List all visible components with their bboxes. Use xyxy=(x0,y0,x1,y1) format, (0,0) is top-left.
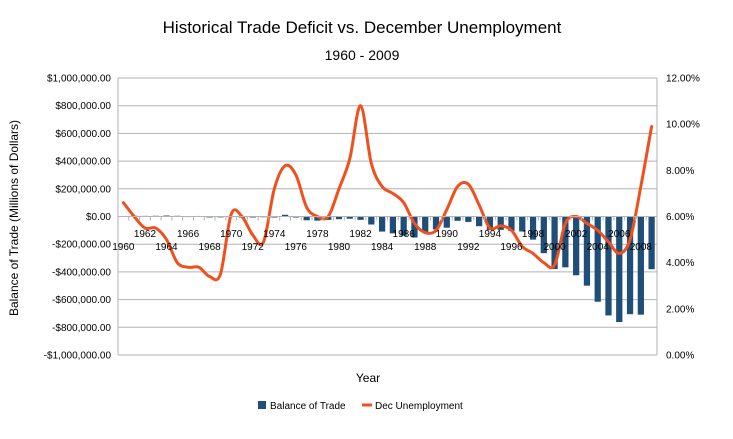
chart-title: Historical Trade Deficit vs. December Un… xyxy=(163,18,562,37)
x-axis-ticks: 1960 1962 1964 1966 1968 1970 1972 1974 1976 1978… xyxy=(112,229,652,253)
bar xyxy=(368,216,375,225)
y-tick-label: $800,000.00 xyxy=(55,101,111,112)
bar xyxy=(605,216,612,316)
y-tick-label: -$600,000.00 xyxy=(52,295,111,306)
bar xyxy=(529,216,537,240)
x-tick-label: 2004 xyxy=(587,242,610,253)
bar xyxy=(303,216,310,221)
line-series-dec-unemployment xyxy=(121,104,654,282)
x-tick-label: 1986 xyxy=(393,229,416,240)
bar xyxy=(562,216,569,268)
x-tick-label: 1992 xyxy=(457,242,480,253)
x-tick-label: 2002 xyxy=(565,229,588,240)
y-tick-label: $600,000.00 xyxy=(55,129,111,140)
y-axis-left-ticks: $1,000,000.00 $800,000.00 $600,000.00 $400,… xyxy=(44,74,112,362)
x-tick-label: 1984 xyxy=(371,242,394,253)
bar xyxy=(465,216,472,222)
y-tick-label: -$800,000.00 xyxy=(52,323,111,334)
bar xyxy=(422,216,429,233)
axes xyxy=(117,78,658,355)
y-tick-label: $200,000.00 xyxy=(55,184,111,195)
bar xyxy=(443,216,450,228)
bar xyxy=(626,216,634,315)
x-tick-label: 1994 xyxy=(479,229,502,240)
bar xyxy=(476,216,483,227)
y2-tick-label: 0.00% xyxy=(666,351,694,362)
x-tick-label: 1998 xyxy=(522,229,545,240)
bar xyxy=(497,216,504,230)
bar xyxy=(281,214,289,217)
x-tick-label: 1968 xyxy=(199,242,222,253)
x-tick-label: 1996 xyxy=(500,242,523,253)
bar xyxy=(594,216,601,302)
x-tick-label: 1990 xyxy=(436,229,459,240)
legend-label-dec-unemployment: Dec Unemployment xyxy=(375,401,463,412)
bar xyxy=(357,216,364,220)
x-tick-label: 2000 xyxy=(543,242,566,253)
y-tick-label: $0.00 xyxy=(86,212,111,223)
bar xyxy=(551,216,558,270)
bar xyxy=(508,216,515,231)
y-tick-label: -$200,000.00 xyxy=(52,240,111,251)
bar xyxy=(648,216,655,270)
y-tick-label: $1,000,000.00 xyxy=(47,74,111,85)
x-tick-label: 1980 xyxy=(328,242,351,253)
y-tick-label: $400,000.00 xyxy=(55,157,111,168)
y2-tick-label: 8.00% xyxy=(666,166,694,177)
x-tick-label: 1978 xyxy=(306,229,329,240)
x-tick-label: 2008 xyxy=(630,242,653,253)
bar xyxy=(378,216,386,232)
y-tick-label: -$1,000,000.00 xyxy=(44,351,112,362)
bar xyxy=(583,216,591,286)
bar xyxy=(400,216,407,236)
x-tick-label: 1976 xyxy=(285,242,308,253)
bar xyxy=(616,216,623,323)
bar xyxy=(411,216,418,238)
x-tick-label: 1966 xyxy=(177,229,200,240)
bar xyxy=(637,216,644,315)
bar xyxy=(454,216,461,221)
bar xyxy=(486,216,494,231)
bar xyxy=(389,216,397,234)
y2-tick-label: 6.00% xyxy=(666,212,694,223)
x-tick-label: 1972 xyxy=(242,242,265,253)
y-axis-label: Balance of Trade (Millions of Dollars) xyxy=(7,120,21,316)
x-tick-label: 1962 xyxy=(134,229,157,240)
bar xyxy=(314,216,321,221)
bar xyxy=(573,216,580,276)
bar xyxy=(540,216,547,254)
x-tick-label: 1974 xyxy=(263,229,286,240)
x-tick-label: 1970 xyxy=(220,229,243,240)
chart-subtitle: 1960 - 2009 xyxy=(325,47,400,63)
x-tick-label: 1964 xyxy=(155,242,178,253)
legend: Balance of Trade Dec Unemployment xyxy=(258,401,463,412)
x-axis-label: Year xyxy=(356,371,380,385)
bar xyxy=(335,216,343,220)
y-axis-right-ticks: 12.00% 10.00% 8.00% 6.00% 4.00% 2.00% 0.00% xyxy=(666,74,700,362)
legend-swatch-balance-of-trade xyxy=(258,401,266,409)
y2-tick-label: 10.00% xyxy=(666,120,700,131)
y2-tick-label: 4.00% xyxy=(666,258,694,269)
y2-tick-label: 12.00% xyxy=(666,74,700,85)
legend-label-balance-of-trade: Balance of Trade xyxy=(270,401,346,412)
line-path xyxy=(121,104,654,282)
y2-tick-label: 2.00% xyxy=(666,304,694,315)
bar xyxy=(432,216,440,230)
x-tick-label: 1988 xyxy=(414,242,437,253)
x-tick-label: 2006 xyxy=(608,229,631,240)
y-tick-label: -$400,000.00 xyxy=(52,267,111,278)
bar xyxy=(519,216,526,232)
bar xyxy=(346,216,353,219)
x-tick-label: 1960 xyxy=(112,242,135,253)
x-tick-label: 1982 xyxy=(349,229,372,240)
